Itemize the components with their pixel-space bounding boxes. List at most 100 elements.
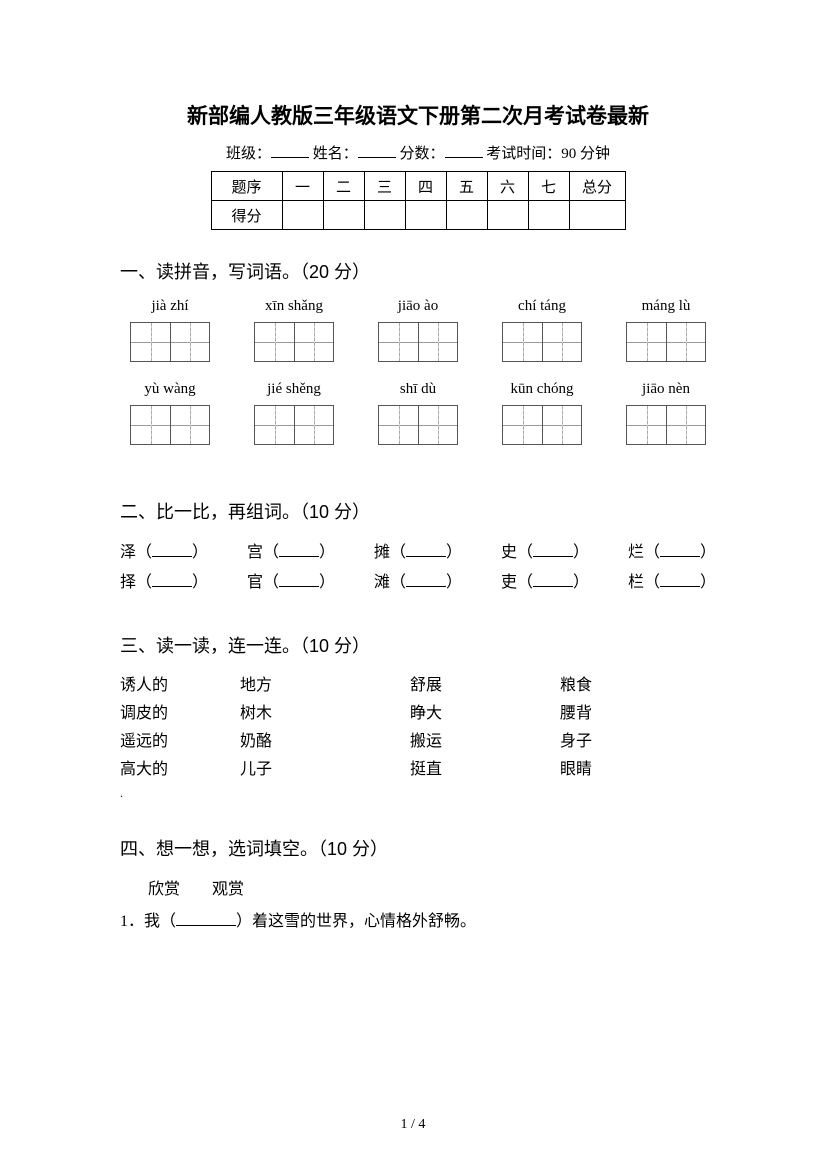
score-cell[interactable] <box>364 201 405 230</box>
name-label: 姓名： <box>313 146 358 162</box>
match-left-a: 调皮的 <box>120 700 240 728</box>
score-cell[interactable] <box>446 201 487 230</box>
pinyin-text: kūn chóng <box>492 381 592 399</box>
score-cell[interactable] <box>487 201 528 230</box>
q2-char: 泽 <box>120 544 136 561</box>
word-blank[interactable] <box>406 586 446 587</box>
q2-row-1: 泽（） 宫（） 摊（） 史（） 烂（） <box>120 538 716 568</box>
char-box[interactable] <box>130 322 210 362</box>
q2-char: 史 <box>501 544 517 561</box>
match-grid: 诱人的 地方 舒展 粮食 调皮的 树木 睁大 腰背 遥远的 奶酪 搬运 身子 高… <box>120 672 716 784</box>
q4-line1-post: ）着这雪的世界，心情格外舒畅。 <box>236 913 476 930</box>
pinyin-text: shī dù <box>368 381 468 399</box>
q4-wordbank: 欣赏 观赏 <box>148 875 716 899</box>
score-table: 题序 一 二 三 四 五 六 七 总分 得分 <box>211 171 626 230</box>
q2-char: 择 <box>120 574 136 591</box>
q4-line-1: 1．我（ ）着这雪的世界，心情格外舒畅。 <box>120 909 716 935</box>
match-left-a: 诱人的 <box>120 672 240 700</box>
match-right-b: 身子 <box>560 728 640 756</box>
q2-char: 栏 <box>628 574 644 591</box>
match-left-b: 儿子 <box>240 756 410 784</box>
fill-blank[interactable] <box>176 925 236 926</box>
q2-char: 摊 <box>374 544 390 561</box>
q2-char: 宫 <box>247 544 263 561</box>
q2-heading: 二、比一比，再组词。（10 分） <box>120 498 716 524</box>
word-blank[interactable] <box>660 586 700 587</box>
q1-heading: 一、读拼音，写词语。（20 分） <box>120 258 716 284</box>
pinyin-text: jié shěng <box>244 381 344 399</box>
q2-char: 吏 <box>501 574 517 591</box>
col-7: 七 <box>528 172 569 201</box>
pinyin-text: xīn shǎng <box>244 298 344 316</box>
pinyin-text: chí táng <box>492 298 592 316</box>
pinyin-text: jiāo nèn <box>616 381 716 399</box>
q2-char: 烂 <box>628 544 644 561</box>
word-blank[interactable] <box>152 586 192 587</box>
pinyin-text: jià zhí <box>120 298 220 316</box>
match-left-a: 高大的 <box>120 756 240 784</box>
col-6: 六 <box>487 172 528 201</box>
score-cell[interactable] <box>569 201 625 230</box>
word-blank[interactable] <box>406 556 446 557</box>
match-left-a: 遥远的 <box>120 728 240 756</box>
q2-char: 滩 <box>374 574 390 591</box>
match-right-a: 搬运 <box>410 728 560 756</box>
pinyin-block-1: jià zhí xīn shǎng jiāo ào chí táng máng … <box>120 298 716 367</box>
q3-heading: 三、读一读，连一连。（10 分） <box>120 632 716 658</box>
page-number: 1 / 4 <box>0 1117 826 1133</box>
match-right-b: 眼睛 <box>560 756 640 784</box>
dot: . <box>120 786 716 801</box>
q4-line1-pre: 1．我（ <box>120 913 176 930</box>
score-label: 分数： <box>399 146 444 162</box>
match-right-b: 粮食 <box>560 672 640 700</box>
score-cell[interactable] <box>405 201 446 230</box>
pinyin-text: yù wàng <box>120 381 220 399</box>
col-3: 三 <box>364 172 405 201</box>
char-box[interactable] <box>502 405 582 445</box>
col-4: 四 <box>405 172 446 201</box>
char-box[interactable] <box>502 322 582 362</box>
time-value: 90 分钟 <box>561 146 610 162</box>
col-5: 五 <box>446 172 487 201</box>
name-blank[interactable] <box>358 143 396 158</box>
char-box[interactable] <box>378 405 458 445</box>
word-blank[interactable] <box>533 586 573 587</box>
q2-char: 官 <box>247 574 263 591</box>
word-blank[interactable] <box>660 556 700 557</box>
match-right-b: 腰背 <box>560 700 640 728</box>
word-blank[interactable] <box>279 556 319 557</box>
char-box[interactable] <box>378 322 458 362</box>
char-box[interactable] <box>130 405 210 445</box>
match-right-a: 舒展 <box>410 672 560 700</box>
pinyin-text: máng lù <box>616 298 716 316</box>
word-blank[interactable] <box>279 586 319 587</box>
match-left-b: 奶酪 <box>240 728 410 756</box>
q2-row-2: 择（） 官（） 滩（） 吏（） 栏（） <box>120 568 716 598</box>
char-box[interactable] <box>626 322 706 362</box>
char-box[interactable] <box>254 322 334 362</box>
match-left-b: 树木 <box>240 700 410 728</box>
char-box[interactable] <box>626 405 706 445</box>
match-left-b: 地方 <box>240 672 410 700</box>
word-blank[interactable] <box>533 556 573 557</box>
row-header-label: 题序 <box>211 172 282 201</box>
score-blank[interactable] <box>445 143 483 158</box>
exam-title: 新部编人教版三年级语文下册第二次月考试卷最新 <box>120 100 716 130</box>
pinyin-text: jiāo ào <box>368 298 468 316</box>
score-cell[interactable] <box>323 201 364 230</box>
match-right-a: 挺直 <box>410 756 560 784</box>
match-right-a: 睁大 <box>410 700 560 728</box>
score-cell[interactable] <box>528 201 569 230</box>
class-label: 班级： <box>226 146 271 162</box>
word-blank[interactable] <box>152 556 192 557</box>
q4-heading: 四、想一想，选词填空。（10 分） <box>120 835 716 861</box>
pinyin-block-2: yù wàng jié shěng shī dù kūn chóng jiāo … <box>120 381 716 450</box>
col-1: 一 <box>282 172 323 201</box>
col-2: 二 <box>323 172 364 201</box>
class-blank[interactable] <box>271 143 309 158</box>
char-box[interactable] <box>254 405 334 445</box>
time-label: 考试时间： <box>486 146 561 162</box>
col-total: 总分 <box>569 172 625 201</box>
score-row-label: 得分 <box>211 201 282 230</box>
score-cell[interactable] <box>282 201 323 230</box>
